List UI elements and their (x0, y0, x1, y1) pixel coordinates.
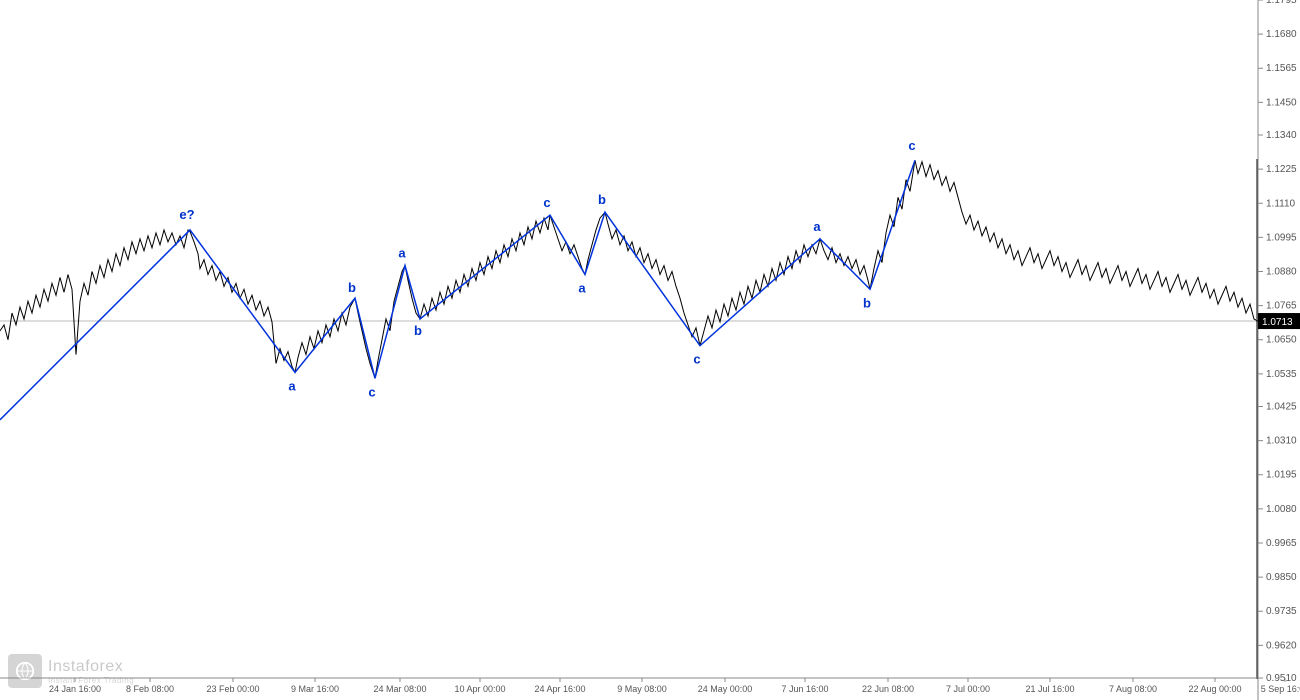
svg-text:1.0080: 1.0080 (1266, 504, 1297, 515)
svg-text:b: b (414, 323, 422, 338)
watermark-tagline: Instant Forex Trading (48, 676, 134, 685)
svg-text:22 Jun 08:00: 22 Jun 08:00 (862, 684, 914, 694)
svg-text:10 Apr 00:00: 10 Apr 00:00 (454, 684, 505, 694)
x-axis: 24 Jan 16:008 Feb 08:0023 Feb 00:009 Mar… (0, 678, 1300, 694)
y-axis: 1.1795 1.1680 1.1565 1.1450 1.1340 1.1225 1.11… (1258, 0, 1297, 700)
svg-text:1.0765: 1.0765 (1266, 301, 1297, 312)
svg-text:c: c (908, 138, 915, 153)
elliott-wave-overlay (0, 160, 915, 420)
svg-text:b: b (348, 280, 356, 295)
watermark: Instaforex Instant Forex Trading (8, 654, 134, 688)
svg-text:1.0880: 1.0880 (1266, 266, 1297, 277)
svg-text:a: a (578, 280, 586, 295)
svg-text:1.0425: 1.0425 (1266, 402, 1297, 413)
svg-text:1.0195: 1.0195 (1266, 470, 1297, 481)
svg-text:a: a (288, 378, 296, 393)
svg-text:9 May 08:00: 9 May 08:00 (617, 684, 667, 694)
svg-text:0.9620: 0.9620 (1266, 640, 1297, 651)
watermark-logo-icon (8, 654, 42, 688)
svg-text:1.1110: 1.1110 (1266, 198, 1296, 209)
svg-text:1.1450: 1.1450 (1266, 97, 1297, 108)
svg-text:c: c (693, 352, 700, 367)
svg-text:0.9735: 0.9735 (1266, 606, 1297, 617)
svg-text:0.9510: 0.9510 (1266, 673, 1297, 684)
svg-text:c: c (543, 195, 550, 210)
svg-text:9 Mar 16:00: 9 Mar 16:00 (291, 684, 339, 694)
svg-text:1.1795: 1.1795 (1266, 0, 1297, 6)
svg-text:7 Jun 16:00: 7 Jun 16:00 (781, 684, 828, 694)
svg-text:0.9965: 0.9965 (1266, 538, 1297, 549)
svg-text:7 Aug 08:00: 7 Aug 08:00 (1109, 684, 1157, 694)
svg-text:a: a (398, 246, 406, 261)
watermark-brand: Instaforex (48, 658, 134, 676)
svg-text:b: b (598, 192, 606, 207)
price-chart[interactable]: e?abcabcabcabc 1.17951.16801.15651.14501… (0, 0, 1300, 700)
svg-text:22 Aug 00:00: 22 Aug 00:00 (1188, 684, 1241, 694)
svg-text:1.0535: 1.0535 (1266, 369, 1297, 380)
current-price-badge: 1.0713 (1258, 313, 1300, 329)
svg-text:e?: e? (179, 207, 194, 222)
svg-text:24 Mar 08:00: 24 Mar 08:00 (373, 684, 426, 694)
svg-text:7 Jul 00:00: 7 Jul 00:00 (946, 684, 990, 694)
svg-text:1.1565: 1.1565 (1266, 63, 1297, 74)
svg-text:24 Apr 16:00: 24 Apr 16:00 (534, 684, 585, 694)
svg-text:a: a (813, 219, 821, 234)
svg-text:1.1225: 1.1225 (1266, 164, 1297, 175)
svg-text:1.0650: 1.0650 (1266, 335, 1297, 346)
svg-text:23 Feb 00:00: 23 Feb 00:00 (206, 684, 259, 694)
svg-text:1.0713: 1.0713 (1262, 317, 1293, 328)
svg-text:1.0310: 1.0310 (1266, 436, 1297, 447)
svg-text:5 Sep 16:00: 5 Sep 16:00 (1261, 684, 1300, 694)
svg-text:1.1680: 1.1680 (1266, 29, 1297, 40)
price-series (0, 160, 1258, 378)
svg-text:c: c (368, 384, 375, 399)
svg-text:0.9850: 0.9850 (1266, 572, 1297, 583)
svg-text:1.1340: 1.1340 (1266, 130, 1297, 141)
svg-text:21 Jul 16:00: 21 Jul 16:00 (1025, 684, 1074, 694)
chart-container: e?abcabcabcabc 1.17951.16801.15651.14501… (0, 0, 1300, 700)
svg-text:b: b (863, 295, 871, 310)
svg-text:1.0995: 1.0995 (1266, 232, 1297, 243)
svg-text:24 May 00:00: 24 May 00:00 (698, 684, 753, 694)
